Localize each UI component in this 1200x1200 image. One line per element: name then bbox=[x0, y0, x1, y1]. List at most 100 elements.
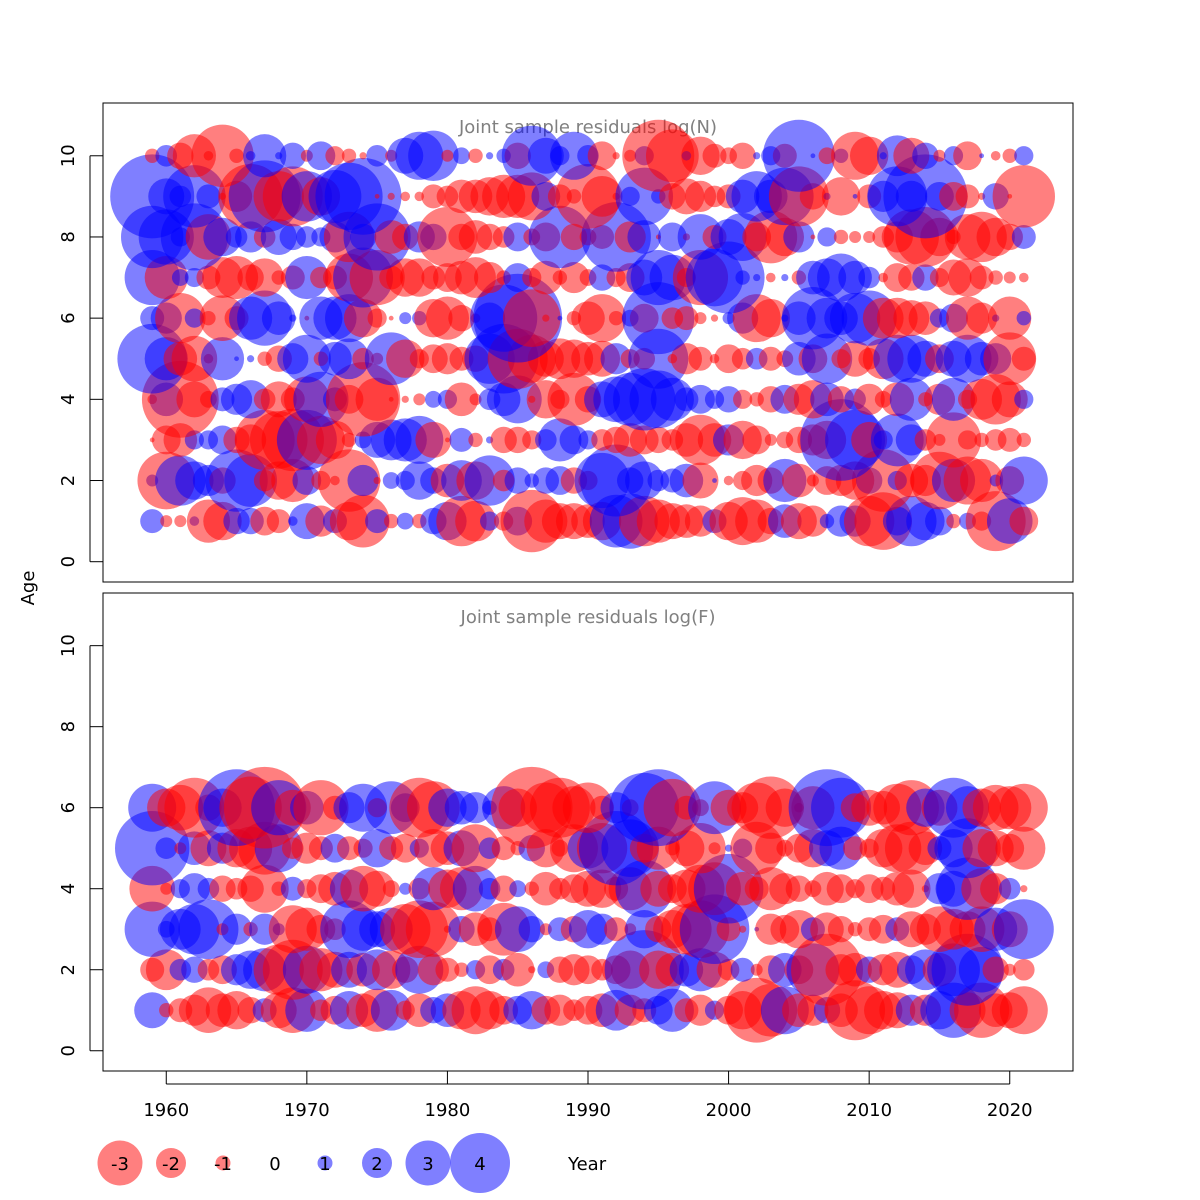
bubble-point bbox=[234, 356, 239, 362]
bubble-point bbox=[908, 301, 943, 335]
bubble-point bbox=[993, 899, 1054, 960]
bubble-point bbox=[196, 184, 221, 209]
bubble-point bbox=[858, 266, 880, 289]
bubble-point bbox=[821, 177, 861, 216]
bubble-point bbox=[562, 782, 614, 833]
bubble-point bbox=[708, 842, 721, 855]
bubble-point bbox=[382, 880, 400, 898]
bubble-point bbox=[558, 261, 590, 294]
bubble-point bbox=[729, 142, 756, 169]
bubble-point bbox=[710, 314, 719, 322]
bubble-point bbox=[1002, 148, 1017, 163]
bubble-point bbox=[473, 261, 506, 294]
bubble-point bbox=[953, 141, 982, 171]
legend-item: -1 bbox=[214, 1154, 232, 1175]
bubble-point bbox=[645, 129, 699, 183]
bubble-point bbox=[931, 377, 976, 421]
bubble-point bbox=[479, 511, 500, 531]
bubble-point bbox=[560, 223, 588, 251]
bubble-point bbox=[966, 302, 998, 334]
bubble-point bbox=[387, 192, 395, 200]
bubble-point bbox=[400, 191, 411, 202]
y-tick-label: 8 bbox=[58, 721, 79, 732]
panel-title: Joint sample residuals log(F) bbox=[460, 607, 716, 628]
bubble-point bbox=[889, 377, 933, 421]
bubble-point bbox=[115, 811, 190, 886]
bubble-point bbox=[559, 425, 589, 455]
y-axis-label: Age bbox=[18, 571, 39, 606]
bubble-point bbox=[983, 332, 1037, 386]
bubble-point bbox=[341, 432, 357, 448]
bubble-point bbox=[999, 456, 1048, 505]
bubble-point bbox=[974, 432, 989, 448]
bubble-point bbox=[396, 512, 414, 530]
y-axis: 0 2 4 6 8 10 bbox=[58, 144, 103, 567]
bubble-point bbox=[742, 425, 772, 455]
bubble-point bbox=[435, 957, 460, 982]
bubble-point bbox=[174, 515, 187, 528]
bubble-point bbox=[500, 952, 535, 987]
bubble-point bbox=[279, 142, 306, 169]
legend-bubble bbox=[362, 1148, 392, 1178]
bubble-point bbox=[997, 427, 1022, 452]
x-axis: 1960 1970 1980 1990 2000 2010 2020 bbox=[143, 1071, 1033, 1121]
bubble-point bbox=[191, 124, 254, 187]
bubble-point bbox=[160, 882, 173, 895]
bubble-point bbox=[503, 222, 533, 252]
legend-item: 3 bbox=[405, 1140, 451, 1186]
y-tick-label: 6 bbox=[58, 802, 79, 813]
bubble-point bbox=[674, 306, 699, 331]
bubble-point bbox=[982, 956, 1009, 983]
legend-label: 2 bbox=[371, 1154, 382, 1175]
bubble-point bbox=[306, 141, 336, 171]
legend-bubble bbox=[156, 1148, 186, 1178]
bubble-point bbox=[716, 917, 741, 942]
x-tick-label: 1980 bbox=[425, 1100, 471, 1121]
bubble-point bbox=[810, 153, 816, 159]
bubble-point bbox=[925, 412, 982, 468]
bubble-point bbox=[390, 833, 420, 863]
bubble-point bbox=[991, 381, 1028, 418]
bubble-point bbox=[490, 875, 517, 902]
x-tick-label: 2000 bbox=[706, 1100, 752, 1121]
legend-bubble bbox=[317, 1155, 333, 1171]
y-tick-label: 8 bbox=[58, 231, 79, 242]
legend-label: -2 bbox=[162, 1154, 180, 1175]
bubble-point bbox=[960, 458, 1004, 503]
bubble-point bbox=[912, 142, 939, 169]
bubble-point bbox=[1012, 958, 1035, 981]
bubble-point bbox=[176, 381, 213, 418]
bubble-point bbox=[730, 957, 755, 982]
bubble-point bbox=[627, 220, 662, 254]
bubble-point bbox=[1016, 310, 1031, 326]
bubble-point bbox=[243, 134, 287, 178]
bubble-point bbox=[1014, 146, 1034, 166]
bubble-point bbox=[751, 298, 790, 338]
bubble-point bbox=[753, 152, 761, 160]
bubble-point bbox=[145, 949, 187, 991]
bubble-point bbox=[604, 917, 629, 942]
legend-label: 4 bbox=[474, 1154, 485, 1175]
bubble-point bbox=[682, 462, 719, 499]
bubble-point bbox=[955, 184, 980, 209]
bubble-point bbox=[684, 994, 717, 1026]
legend-item: -3 bbox=[97, 1140, 143, 1186]
bubble-point bbox=[261, 301, 296, 335]
bubble-point bbox=[365, 509, 390, 534]
bubble-point bbox=[296, 226, 318, 248]
legend: -3 -2 -1 0 1 2 3 4 bbox=[97, 1133, 510, 1193]
bubble-point bbox=[785, 875, 813, 902]
bubble-point bbox=[1002, 826, 1046, 870]
bubble-point bbox=[587, 141, 617, 171]
bubble-point bbox=[366, 144, 388, 167]
bubble-point bbox=[675, 823, 726, 874]
bubble-point bbox=[388, 315, 394, 321]
legend-bubble bbox=[97, 1140, 143, 1186]
panel-2: Joint sample residuals log(F) 0 2 4 6 8 10 bbox=[58, 592, 1074, 1072]
bubble-point bbox=[542, 314, 550, 322]
bubble-point bbox=[580, 444, 653, 517]
x-tick-label: 1990 bbox=[565, 1100, 611, 1121]
bubble-point bbox=[588, 264, 616, 291]
